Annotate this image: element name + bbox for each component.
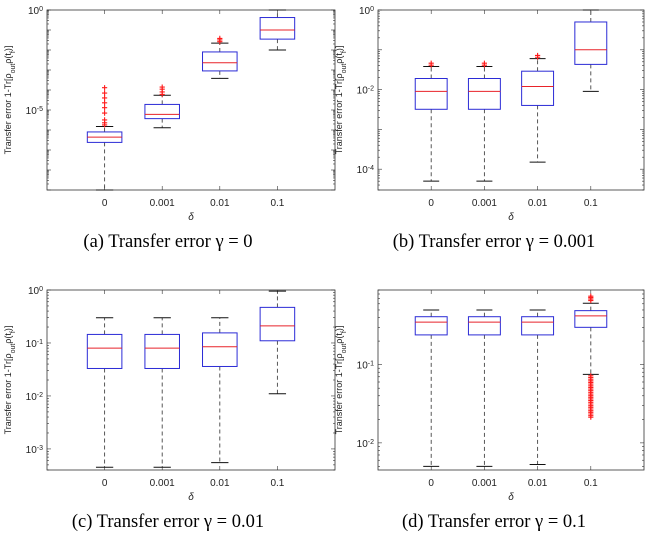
x-tick-label: 0	[428, 198, 434, 209]
caption-a: (a) Transfer error γ = 0	[83, 232, 252, 252]
y-axis-label: Transfer error 1-Tr[ρoutρ(tf)]	[334, 326, 348, 435]
outlier-marker	[102, 85, 108, 91]
y-tick-label: 100	[359, 6, 374, 18]
x-tick-label: 0.01	[210, 198, 230, 209]
x-tick-label: 0.001	[150, 478, 175, 489]
outlier-marker	[428, 60, 434, 66]
box-iqr	[202, 51, 238, 72]
panel-d: 10-1 10-2 0 0.001 0.01 0.1 δ Transfer error 1-T…	[334, 289, 645, 503]
x-tick-label: 0.1	[270, 478, 284, 489]
panel-a: 100 10-5 0 0.001 0.01 0.1 δ Transfer error 1-Tr…	[3, 6, 336, 223]
box-iqr	[521, 70, 555, 106]
y-tick-label: 10-5	[26, 106, 43, 118]
box-iqr	[414, 316, 448, 336]
box-iqr	[467, 78, 501, 110]
box-iqr	[86, 333, 123, 369]
y-tick-label: 10-2	[357, 85, 374, 97]
outlier-marker	[535, 52, 541, 59]
outlier-marker	[102, 95, 108, 101]
panel-b: 100 10-2 10-4 0 0.001 0.01 0.1 δ Transfer error …	[334, 6, 645, 223]
x-tick-label: 0.01	[210, 478, 230, 489]
x-tick-label: 0.1	[584, 198, 598, 209]
x-axis-label: δ	[188, 492, 194, 503]
box-iqr	[259, 306, 296, 342]
caption-b: (b) Transfer error γ = 0.001	[393, 232, 596, 252]
x-tick-label: 0.001	[472, 478, 497, 489]
y-tick-label: 10-3	[26, 444, 43, 456]
outlier-marker	[102, 90, 108, 96]
y-axis-label: Transfer error 1-Tr[ρoutρ(tf)]	[3, 46, 17, 155]
box-iqr	[144, 333, 180, 369]
x-tick-label: 0	[102, 478, 108, 489]
box-iqr	[414, 78, 448, 110]
box-iqr	[467, 316, 501, 336]
y-tick-label: 100	[28, 6, 43, 18]
y-axis-label: Transfer error 1-Tr[ρoutρ(tf)]	[3, 326, 17, 435]
outlier-marker	[102, 100, 108, 106]
outlier-marker	[481, 60, 487, 66]
y-tick-label: 10-1	[357, 360, 374, 372]
box-iqr	[202, 332, 238, 367]
x-tick-label: 0.1	[270, 198, 284, 209]
box-iqr	[521, 316, 555, 336]
caption-d: (d) Transfer error γ = 0.1	[402, 512, 586, 532]
x-tick-label: 0	[428, 478, 434, 489]
outlier-marker	[588, 293, 594, 299]
box-iqr	[574, 21, 608, 65]
caption-c: (c) Transfer error γ = 0.01	[72, 512, 264, 532]
y-axis-label: Transfer error 1-Tr[ρoutρ(tf)]	[334, 46, 348, 155]
x-tick-label: 0.001	[150, 198, 175, 209]
x-axis-label: δ	[188, 212, 194, 223]
axes-frame	[377, 289, 645, 471]
box-iqr	[144, 103, 180, 120]
axes-frame	[46, 9, 336, 191]
y-tick-label: 10-1	[26, 338, 43, 350]
panel-c: 100 10-1 10-2 10-3 0 0.001 0.01 0.1 δ Transfer er…	[3, 286, 336, 503]
outlier-marker	[102, 110, 108, 116]
outlier-marker	[159, 84, 165, 90]
x-axis-label: δ	[508, 492, 514, 503]
x-tick-label: 0.01	[528, 478, 548, 489]
y-tick-label: 10-2	[26, 391, 43, 403]
y-tick-label: 100	[28, 286, 43, 298]
x-tick-label: 0.01	[528, 198, 548, 209]
outlier-marker	[102, 105, 108, 111]
outlier-marker	[588, 373, 594, 379]
x-tick-label: 0.1	[584, 478, 598, 489]
y-tick-label: 10-2	[357, 438, 374, 450]
x-tick-label: 0.001	[472, 198, 497, 209]
axes-frame	[377, 9, 645, 191]
x-tick-label: 0	[102, 198, 108, 209]
box-iqr	[259, 17, 296, 40]
y-tick-label: 10-4	[357, 165, 374, 177]
outlier-marker	[217, 35, 223, 42]
outlier-marker	[102, 117, 108, 123]
box-iqr	[574, 310, 608, 328]
x-axis-label: δ	[508, 212, 514, 223]
